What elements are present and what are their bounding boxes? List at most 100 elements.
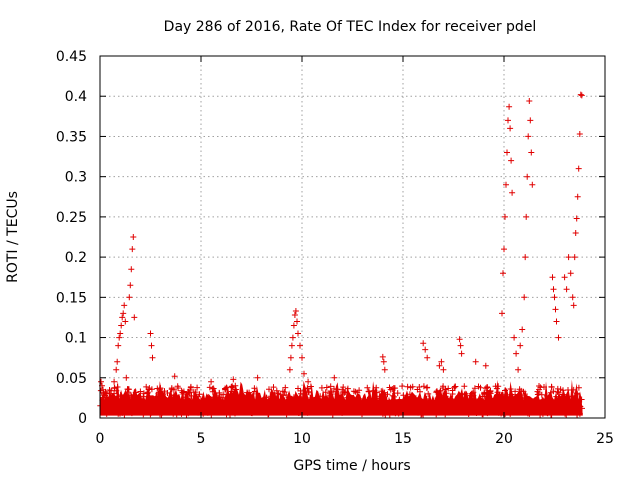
data-point (148, 342, 155, 349)
data-point (555, 334, 562, 341)
noise-marker (295, 385, 301, 392)
noise-marker (304, 385, 311, 392)
noise-marker (484, 384, 491, 390)
data-point (505, 117, 511, 124)
noise-marker (386, 397, 392, 404)
noise-marker (525, 404, 532, 411)
noise-marker (543, 392, 550, 399)
noise-marker (440, 392, 446, 399)
data-point (576, 131, 583, 137)
noise-marker (391, 393, 397, 400)
noise-marker (526, 410, 533, 417)
data-point (506, 103, 513, 110)
noise-marker (423, 396, 430, 402)
noise-marker (459, 406, 466, 413)
data-point (509, 189, 516, 196)
noise-marker (435, 395, 441, 402)
noise-marker (119, 398, 126, 405)
noise-marker (427, 400, 434, 407)
noise-marker (147, 396, 154, 403)
noise-marker (410, 409, 417, 416)
noise-marker (423, 409, 430, 415)
data-point (147, 330, 154, 337)
data-point (457, 342, 464, 349)
noise-marker (220, 391, 227, 398)
noise-marker (189, 403, 196, 410)
noise-marker (328, 396, 335, 403)
noise-marker (564, 407, 571, 414)
y-tick-label: 0.3 (65, 170, 87, 186)
y-tick-label: 0.15 (56, 290, 87, 306)
noise-marker (351, 396, 358, 403)
noise-marker (399, 383, 406, 390)
data-point (577, 91, 584, 98)
noise-marker (117, 410, 123, 417)
noise-marker (138, 401, 145, 408)
noise-marker (221, 398, 228, 405)
noise-marker (395, 401, 402, 408)
noise-marker (337, 405, 344, 412)
noise-marker (251, 388, 258, 395)
noise-marker (565, 399, 572, 406)
noise-marker (518, 395, 525, 402)
noise-marker (171, 403, 178, 410)
noise-marker (144, 390, 151, 397)
noise-marker (406, 400, 413, 407)
data-point (458, 350, 465, 357)
noise-marker (387, 405, 394, 412)
data-point (111, 378, 118, 385)
noise-marker (279, 388, 286, 395)
data-point (128, 266, 135, 273)
noise-marker (143, 383, 150, 390)
noise-marker (437, 400, 444, 407)
noise-marker (431, 406, 438, 412)
y-tick-label: 0.2 (65, 250, 87, 266)
noise-marker (573, 390, 580, 397)
noise-marker (131, 405, 138, 412)
noise-marker (496, 391, 503, 398)
data-point (291, 312, 298, 318)
noise-marker (442, 409, 449, 416)
noise-marker (308, 396, 315, 403)
noise-marker (208, 411, 215, 418)
x-tick-label: 5 (197, 431, 206, 447)
noise-marker (455, 405, 462, 412)
noise-marker (356, 395, 363, 402)
y-tick-labels: 0 0.05 0.1 0.15 0.2 0.25 0.3 0.35 0.4 0.45 (56, 49, 87, 427)
noise-marker (475, 383, 482, 390)
data-point (301, 370, 307, 377)
noise-marker (209, 402, 216, 409)
noise-marker (417, 397, 424, 404)
x-axis-label: GPS time / hours (293, 458, 410, 474)
noise-marker (508, 391, 515, 398)
noise-marker (449, 387, 456, 394)
x-tick-label: 0 (96, 431, 105, 447)
noise-marker (173, 411, 180, 418)
noise-marker (147, 411, 154, 418)
noise-marker (461, 391, 468, 398)
noise-marker (244, 389, 251, 396)
noise-marker (394, 390, 401, 397)
data-point (550, 286, 557, 293)
data-point (113, 366, 120, 373)
noise-marker (327, 388, 334, 394)
data-point (526, 98, 533, 104)
noise-marker (443, 390, 450, 397)
noise-marker (155, 389, 162, 396)
noise-marker (199, 402, 206, 409)
data-point (121, 302, 128, 309)
noise-marker (360, 398, 367, 405)
noise-marker (137, 403, 144, 410)
data-point (472, 358, 479, 365)
noise-marker (224, 406, 231, 413)
noise-marker (381, 389, 388, 396)
noise-marker (144, 389, 151, 396)
noise-marker (196, 391, 203, 398)
noise-marker (154, 404, 161, 410)
noise-marker (307, 383, 314, 390)
noise-marker (464, 403, 471, 410)
noise-marker (283, 403, 290, 410)
noise-marker (410, 393, 417, 400)
noise-marker (184, 406, 191, 413)
noise-marker (433, 389, 440, 396)
